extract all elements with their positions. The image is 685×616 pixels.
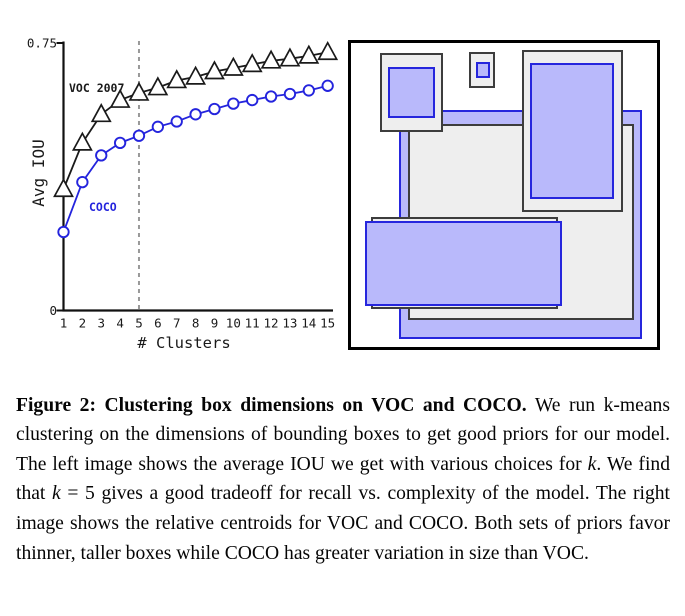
x-tick-label-10: 10 (226, 316, 241, 331)
coco-centroid-tall (530, 63, 614, 199)
y-tick-label: 0 (49, 303, 57, 318)
voc-2007-series-label: VOC 2007 (69, 81, 124, 95)
caption-segment-normal: . We find that (16, 453, 670, 505)
coco-marker (57, 225, 70, 239)
coco-series-label: COCO (89, 200, 117, 214)
x-tick-label-15: 15 (320, 316, 335, 331)
caption-segment-normal: = 5 gives a good tradeoff for recall vs.… (16, 483, 670, 564)
x-tick-label-3: 3 (97, 316, 105, 331)
x-tick-label-4: 4 (116, 316, 124, 331)
voc-2007-marker (298, 44, 320, 64)
x-tick-label-1: 1 (60, 316, 68, 331)
avg-iou-chart: 00.751 2 3 4 5 6 7 8 9 10 11 12 13 14 15# ClustersAvg … (27, 36, 339, 352)
voc-2007-marker (222, 56, 244, 76)
coco-marker (246, 93, 259, 107)
voc-2007-marker (128, 81, 150, 101)
x-tick-label-9: 9 (211, 316, 219, 331)
voc-2007-marker (53, 177, 74, 198)
voc-2007-marker (204, 60, 225, 80)
x-tick-label-11: 11 (245, 316, 260, 331)
voc-centroid-tiny (469, 52, 495, 88)
coco-marker (264, 90, 278, 103)
coco-marker (170, 115, 183, 128)
x-tick-label-6: 6 (154, 316, 162, 331)
coco-marker (227, 97, 240, 110)
voc-2007-marker (109, 88, 131, 108)
y-tick-label: 0.75 (27, 36, 57, 51)
coco-marker (76, 175, 89, 189)
voc-2007-marker (71, 131, 93, 151)
coco-centroid-wide (365, 221, 562, 306)
coco-centroid-small (388, 67, 435, 118)
coco-marker (208, 102, 221, 116)
coco-centroid-tiny (476, 62, 490, 78)
coco-marker (189, 108, 202, 121)
voc-2007-marker (241, 53, 263, 73)
x-axis-label: # Clusters (137, 334, 230, 352)
x-tick-label-12: 12 (264, 316, 279, 331)
coco-marker (283, 87, 297, 101)
centroid-box-diagram (348, 40, 660, 350)
voc-2007-marker (260, 49, 282, 69)
voc-2007-marker (317, 40, 339, 61)
figure-caption: Figure 2: Clustering box dimensions on V… (16, 391, 670, 569)
x-tick-label-13: 13 (282, 316, 297, 331)
voc-2007-marker (166, 69, 188, 89)
voc-2007-marker (185, 65, 207, 85)
voc-2007-marker (90, 103, 112, 123)
caption-segment-italic: k (587, 453, 597, 475)
y-axis-label: Avg IOU (29, 139, 48, 206)
voc-2007-marker (147, 76, 169, 96)
coco-marker (302, 84, 315, 97)
coco-marker (151, 120, 165, 133)
coco-marker (321, 79, 334, 92)
coco-marker (132, 129, 146, 142)
coco-marker (95, 149, 108, 162)
caption-segment-italic: k (52, 483, 61, 505)
x-tick-label-2: 2 (79, 316, 87, 331)
coco-marker (113, 136, 127, 150)
x-tick-label-8: 8 (192, 316, 200, 331)
x-tick-label-7: 7 (173, 316, 181, 331)
x-tick-label-14: 14 (301, 316, 316, 331)
voc-2007-marker (279, 47, 301, 67)
caption-segment-normal: We run k-means clustering on the dimensi… (16, 394, 670, 475)
x-tick-label-5: 5 (135, 316, 143, 331)
caption-segment-bold: Figure 2: Clustering box dimensions on V… (16, 394, 527, 416)
